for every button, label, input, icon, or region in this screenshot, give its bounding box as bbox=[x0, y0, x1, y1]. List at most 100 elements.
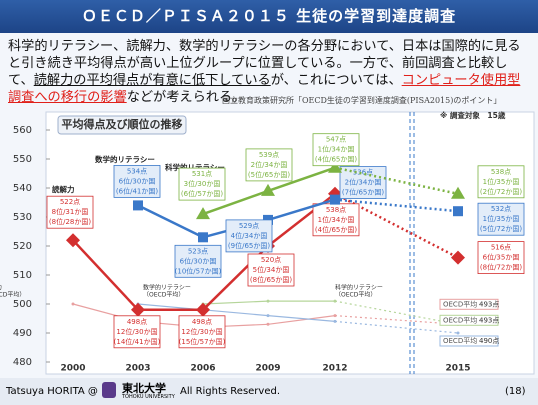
rank-label: 3位/30か国 bbox=[184, 179, 221, 188]
point bbox=[196, 302, 210, 317]
oecd-end-box bbox=[439, 335, 499, 347]
rank-label: (14位/41か国) bbox=[114, 337, 161, 346]
point bbox=[133, 200, 143, 211]
series-label: 科学的リテラシー bbox=[165, 162, 225, 172]
oecd-point bbox=[266, 314, 270, 318]
point bbox=[328, 160, 342, 173]
rank-label: (9位/65か国) bbox=[228, 241, 270, 250]
line-segment bbox=[267, 315, 336, 325]
x-tick-label: 2015 bbox=[445, 364, 470, 374]
oecd-end-box bbox=[439, 314, 499, 326]
oecd-note: （OECD平均） bbox=[0, 291, 25, 299]
y-tick-label: 500 bbox=[13, 299, 32, 310]
oecd-end-box bbox=[439, 298, 499, 310]
label-box bbox=[174, 244, 222, 278]
label-box bbox=[339, 166, 387, 200]
y-tick-label: 520 bbox=[13, 241, 32, 252]
rank-label: 6位/30か国 bbox=[180, 256, 217, 265]
rank-label: (7位/65か国) bbox=[342, 188, 384, 197]
rank-label: 1位/34か国 bbox=[318, 215, 355, 224]
y-tick-label: 510 bbox=[13, 270, 32, 281]
chart-note: ※ 調査対象 15歳 bbox=[440, 110, 506, 120]
rank-label: 12位/30か国 bbox=[181, 327, 222, 336]
rank-label: (8位/72か国) bbox=[480, 263, 522, 272]
oecd-label: 読解力 bbox=[0, 284, 2, 292]
rank-label: 1位/34か国 bbox=[318, 145, 355, 154]
label-box bbox=[178, 315, 226, 349]
intro: 科学的リテラシー、読解力、数学的リテラシーの各分野において、日本は国際的に見ると… bbox=[8, 38, 530, 106]
value-label: 538点 bbox=[491, 168, 511, 176]
line-segment bbox=[202, 309, 269, 317]
value-label: 532点 bbox=[491, 205, 511, 213]
rank-label: (5位/72か国) bbox=[480, 224, 522, 233]
oecd-point bbox=[333, 299, 337, 303]
value-label: 529点 bbox=[239, 222, 259, 230]
chart-title-box bbox=[57, 115, 187, 135]
value-label: 531点 bbox=[192, 170, 212, 178]
point bbox=[261, 183, 275, 196]
x-tick-label: 2012 bbox=[322, 364, 347, 374]
rank-label: (6位/57か国) bbox=[181, 189, 223, 198]
line-segment bbox=[72, 239, 139, 311]
univ: 東北大学 bbox=[122, 382, 166, 395]
x-tick-label: 2006 bbox=[190, 364, 215, 374]
rank-label: 2位/34か国 bbox=[251, 160, 288, 169]
rank-label: 5位/34か国 bbox=[253, 265, 290, 274]
oecd-point bbox=[266, 299, 270, 303]
rank-label: (15位/57か国) bbox=[179, 337, 226, 346]
label-box bbox=[178, 167, 226, 201]
point bbox=[66, 233, 80, 248]
point bbox=[196, 207, 210, 220]
rank-label: 6位/35か国 bbox=[483, 253, 520, 262]
point bbox=[131, 302, 145, 317]
rank-label: (4位/65か国) bbox=[315, 225, 357, 234]
oecd-end-prefix: OECD平均 bbox=[443, 336, 477, 345]
oecd-label: 科学的リテラシー bbox=[335, 284, 383, 292]
value-label: 539点 bbox=[259, 151, 279, 159]
label-box bbox=[113, 164, 161, 198]
univ-en: TOHOKU UNIVERSITY bbox=[122, 394, 175, 400]
label-box bbox=[312, 203, 360, 237]
series-label: 数学的リテラシー bbox=[95, 154, 155, 164]
line-segment bbox=[334, 320, 459, 334]
label-box bbox=[113, 315, 161, 349]
value-label: 523点 bbox=[188, 247, 208, 255]
value-label: 498点 bbox=[127, 318, 147, 326]
intro-emph: 読解力の平均得点が有意に低下している bbox=[33, 73, 271, 88]
oecd-note: （OECD平均） bbox=[143, 291, 184, 299]
chart-title: 平均得点及び順位の推移 bbox=[62, 117, 183, 131]
line-segment bbox=[202, 300, 269, 305]
line-segment bbox=[334, 315, 459, 325]
oecd-point bbox=[71, 302, 75, 306]
label-box bbox=[312, 133, 360, 167]
point bbox=[453, 206, 463, 217]
rank-label: (8位/65か国) bbox=[250, 275, 292, 284]
oecd-end-label: 493点 bbox=[479, 316, 499, 324]
source: 国立教育政策研究所「OECD生徒の学習到達度調査(PISA2015)のポイント」 bbox=[222, 96, 502, 105]
slide-title: ＯＥＣＤ／ＰＩＳＡ２０１５ 生徒の学習到達度調査 bbox=[0, 0, 538, 33]
oecd-point bbox=[456, 331, 460, 335]
rank-label: (10位/57か国) bbox=[175, 266, 222, 275]
label-box bbox=[245, 148, 293, 182]
value-label: 516点 bbox=[491, 244, 511, 252]
line-segment bbox=[267, 166, 336, 193]
value-label: 547点 bbox=[326, 136, 346, 144]
y-tick-label: 560 bbox=[13, 125, 32, 136]
oecd-end-label: 493点 bbox=[479, 300, 499, 308]
value-label: 536点 bbox=[353, 169, 373, 177]
label-box bbox=[477, 165, 525, 199]
label-box bbox=[477, 202, 525, 236]
oecd-label: 数学的リテラシー bbox=[143, 284, 191, 292]
rank-label: (5位/65か国) bbox=[248, 170, 290, 179]
oecd-point bbox=[333, 319, 337, 323]
chart: 平均得点及び順位の推移 ※ 調査対象 15歳 480 490 500 510 520 53… bbox=[0, 110, 535, 375]
rank-label: 6位/30か国 bbox=[119, 176, 156, 185]
rank-label: (2位/72か国) bbox=[480, 187, 522, 196]
x-tick-label: 2003 bbox=[125, 364, 150, 374]
y-tick-label: 530 bbox=[13, 212, 32, 223]
value-label: 520点 bbox=[261, 256, 281, 264]
rank-label: (4位/65か国) bbox=[315, 155, 357, 164]
intro-text: 科学的リテラシー、読解力、数学的リテラシーの各分野において、日本は国際的に見ると… bbox=[8, 39, 521, 88]
x-tick-label: 2009 bbox=[255, 364, 280, 374]
rank-label: 4位/34か国 bbox=[231, 231, 268, 240]
